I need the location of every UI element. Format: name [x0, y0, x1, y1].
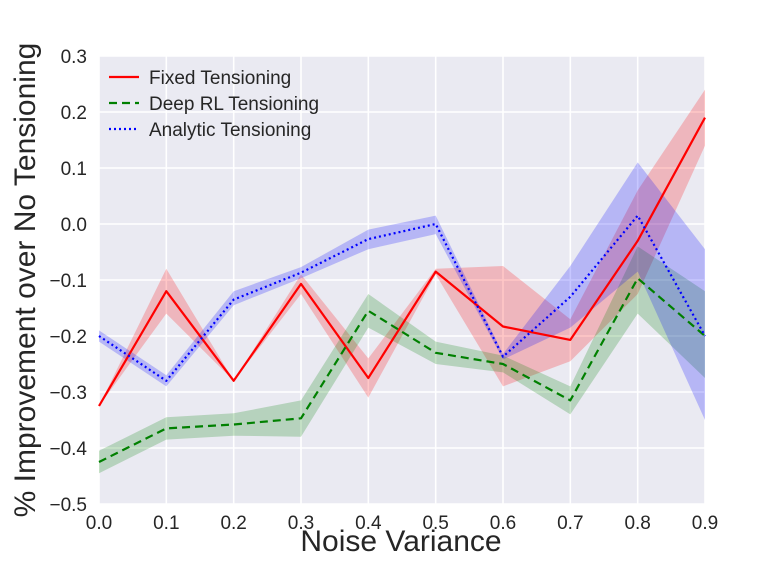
x-axis-ticks: 0.0 0.1 0.2 0.3 0.4 0.5 0.6 0.7 0.8 0.9: [86, 513, 718, 534]
x-tick-label: 0.3: [288, 513, 314, 534]
legend: Fixed Tensioning Deep RL Tensioning Analyt…: [109, 68, 319, 141]
x-tick-label: 0.1: [153, 513, 179, 534]
legend-label: Deep RL Tensioning: [149, 94, 319, 115]
band-analytic-tensioning: [99, 162, 705, 420]
confidence-bands: [99, 89, 705, 474]
y-tick-label: −0.3: [49, 383, 87, 404]
y-tick-label: 0.1: [61, 159, 87, 180]
x-tick-label: 0.8: [624, 513, 650, 534]
y-axis-ticks: −0.5 −0.4 −0.3 −0.2 −0.1 0.0 0.1 0.2 0.3: [49, 47, 87, 516]
y-axis-title: % Improvement over No Tensioning: [9, 43, 42, 518]
x-tick-label: 0.5: [422, 513, 448, 534]
series-line-fixed-tensioning: [98, 117, 706, 407]
x-axis-title: Noise Variance: [300, 525, 501, 558]
y-tick-label: 0.2: [61, 103, 87, 124]
x-tick-label: 0.4: [355, 513, 382, 534]
y-tick-label: −0.4: [49, 439, 87, 460]
x-tick-label: 0.9: [692, 513, 718, 534]
band-deep-rl-tensioning: [99, 246, 705, 474]
x-tick-label: 0.7: [557, 513, 583, 534]
x-tick-label: 0.2: [220, 513, 246, 534]
grid: [98, 55, 706, 505]
y-tick-label: 0.0: [61, 215, 87, 236]
series-lines: [98, 117, 706, 463]
y-tick-label: −0.5: [49, 495, 87, 516]
y-tick-label: −0.1: [49, 271, 87, 292]
legend-label: Fixed Tensioning: [149, 68, 291, 89]
series-line-deep-rl-tensioning: [98, 277, 706, 463]
y-tick-label: 0.3: [61, 47, 87, 68]
band-fixed-tensioning: [99, 89, 705, 406]
x-tick-label: 0.6: [490, 513, 516, 534]
x-tick-label: 0.0: [86, 513, 112, 534]
legend-label: Analytic Tensioning: [149, 120, 311, 141]
y-tick-label: −0.2: [49, 327, 87, 348]
